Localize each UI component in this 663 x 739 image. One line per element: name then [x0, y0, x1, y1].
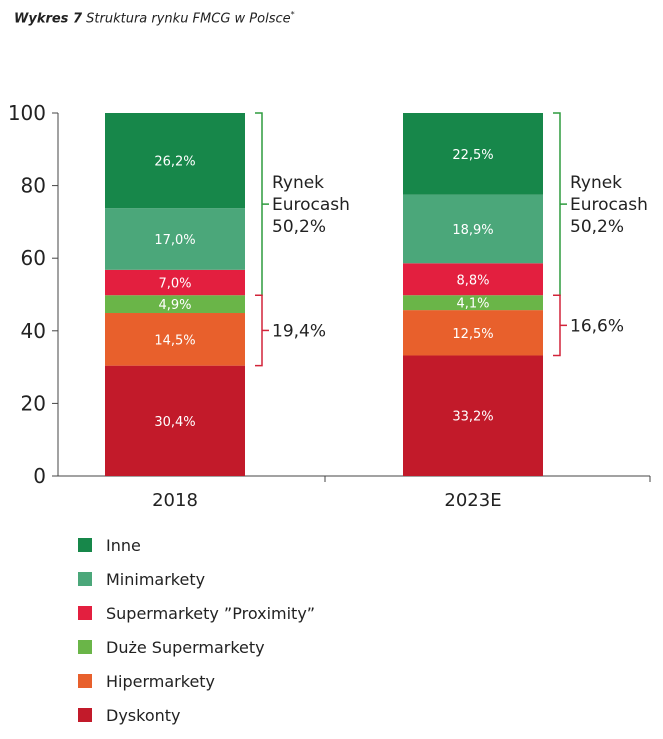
legend-label: Supermarkety ”Proximity”: [106, 603, 316, 623]
bar-segment: [403, 194, 543, 264]
bar-segment: [105, 269, 245, 296]
legend-swatch: [78, 572, 92, 586]
annotation-label: 50,2%: [272, 217, 326, 237]
data-label: 12,5%: [452, 327, 493, 342]
data-label: 22,5%: [452, 148, 493, 163]
data-label: 18,9%: [452, 223, 493, 238]
data-label: 8,8%: [456, 273, 489, 288]
legend-label: Minimarkety: [106, 569, 206, 589]
bar-segment: [105, 113, 245, 209]
chart-title-lead: Wykres 7: [14, 11, 82, 27]
legend-item: Hipermarkety: [78, 664, 315, 698]
bar-segment: [105, 208, 245, 270]
data-label: 14,5%: [154, 333, 195, 348]
legend-label: Dyskonty: [106, 705, 181, 725]
y-tick-label: 40: [21, 319, 46, 343]
stacked-bar-chart: 0 20 40 60 80 100 30,4% 14,5% 4,9% 7,0% 17,0% 26,2%…: [8, 101, 651, 511]
bar-segment: [105, 365, 245, 476]
legend-item: Supermarkety ”Proximity”: [78, 596, 315, 630]
x-tick-label: 2018: [152, 490, 198, 511]
data-label: 17,0%: [154, 233, 195, 248]
annotation-label: 19,4%: [272, 321, 326, 341]
y-tick-label: 20: [21, 391, 46, 415]
y-tick-label: 100: [8, 101, 46, 125]
bracket: [255, 112, 263, 296]
legend-swatch: [78, 708, 92, 722]
data-label: 7,0%: [158, 277, 191, 292]
y-tick-label: 0: [33, 464, 46, 488]
legend: Inne Minimarkety Supermarkety ”Proximity” D…: [78, 528, 315, 732]
legend-label: Inne: [106, 535, 141, 555]
bracket: [255, 294, 263, 367]
data-label: 4,9%: [158, 298, 191, 313]
data-label: 33,2%: [452, 410, 493, 425]
bar-segment: [105, 295, 245, 314]
legend-label: Duże Supermarkety: [106, 637, 265, 657]
legend-item: Dyskonty: [78, 698, 315, 732]
bar-segment: [403, 113, 543, 195]
data-label: 4,1%: [456, 297, 489, 312]
legend-item: Duże Supermarkety: [78, 630, 315, 664]
footnote-mark: *: [290, 10, 295, 19]
bracket: [553, 112, 561, 296]
legend-label: Hipermarkety: [106, 671, 216, 691]
annotation-label: Rynek: [570, 173, 622, 193]
annotation-label: Rynek: [272, 173, 324, 193]
bar-segment: [403, 295, 543, 311]
y-tick-label: 60: [21, 246, 46, 270]
legend-swatch: [78, 606, 92, 620]
legend-swatch: [78, 640, 92, 654]
annotation-label: Eurocash: [272, 195, 350, 215]
chart-title-text: Struktura rynku FMCG w Polsce: [86, 11, 291, 27]
legend-swatch: [78, 674, 92, 688]
legend-swatch: [78, 538, 92, 552]
y-tick-label: 80: [21, 174, 46, 198]
bracket: [553, 294, 561, 357]
annotation-label: 16,6%: [570, 316, 624, 336]
bar-segment: [403, 310, 543, 356]
bar-segment: [403, 355, 543, 476]
legend-item: Inne: [78, 528, 315, 562]
annotation-label: Eurocash: [570, 195, 648, 215]
annotation-label: 50,2%: [570, 217, 624, 237]
bar-segment: [105, 313, 245, 366]
data-label: 30,4%: [154, 415, 195, 430]
bar-segment: [403, 263, 543, 296]
chart-title: Wykres 7 Struktura rynku FMCG w Polsce*: [14, 10, 295, 26]
data-label: 26,2%: [154, 155, 195, 170]
legend-item: Minimarkety: [78, 562, 315, 596]
x-tick-label: 2023E: [444, 490, 501, 511]
